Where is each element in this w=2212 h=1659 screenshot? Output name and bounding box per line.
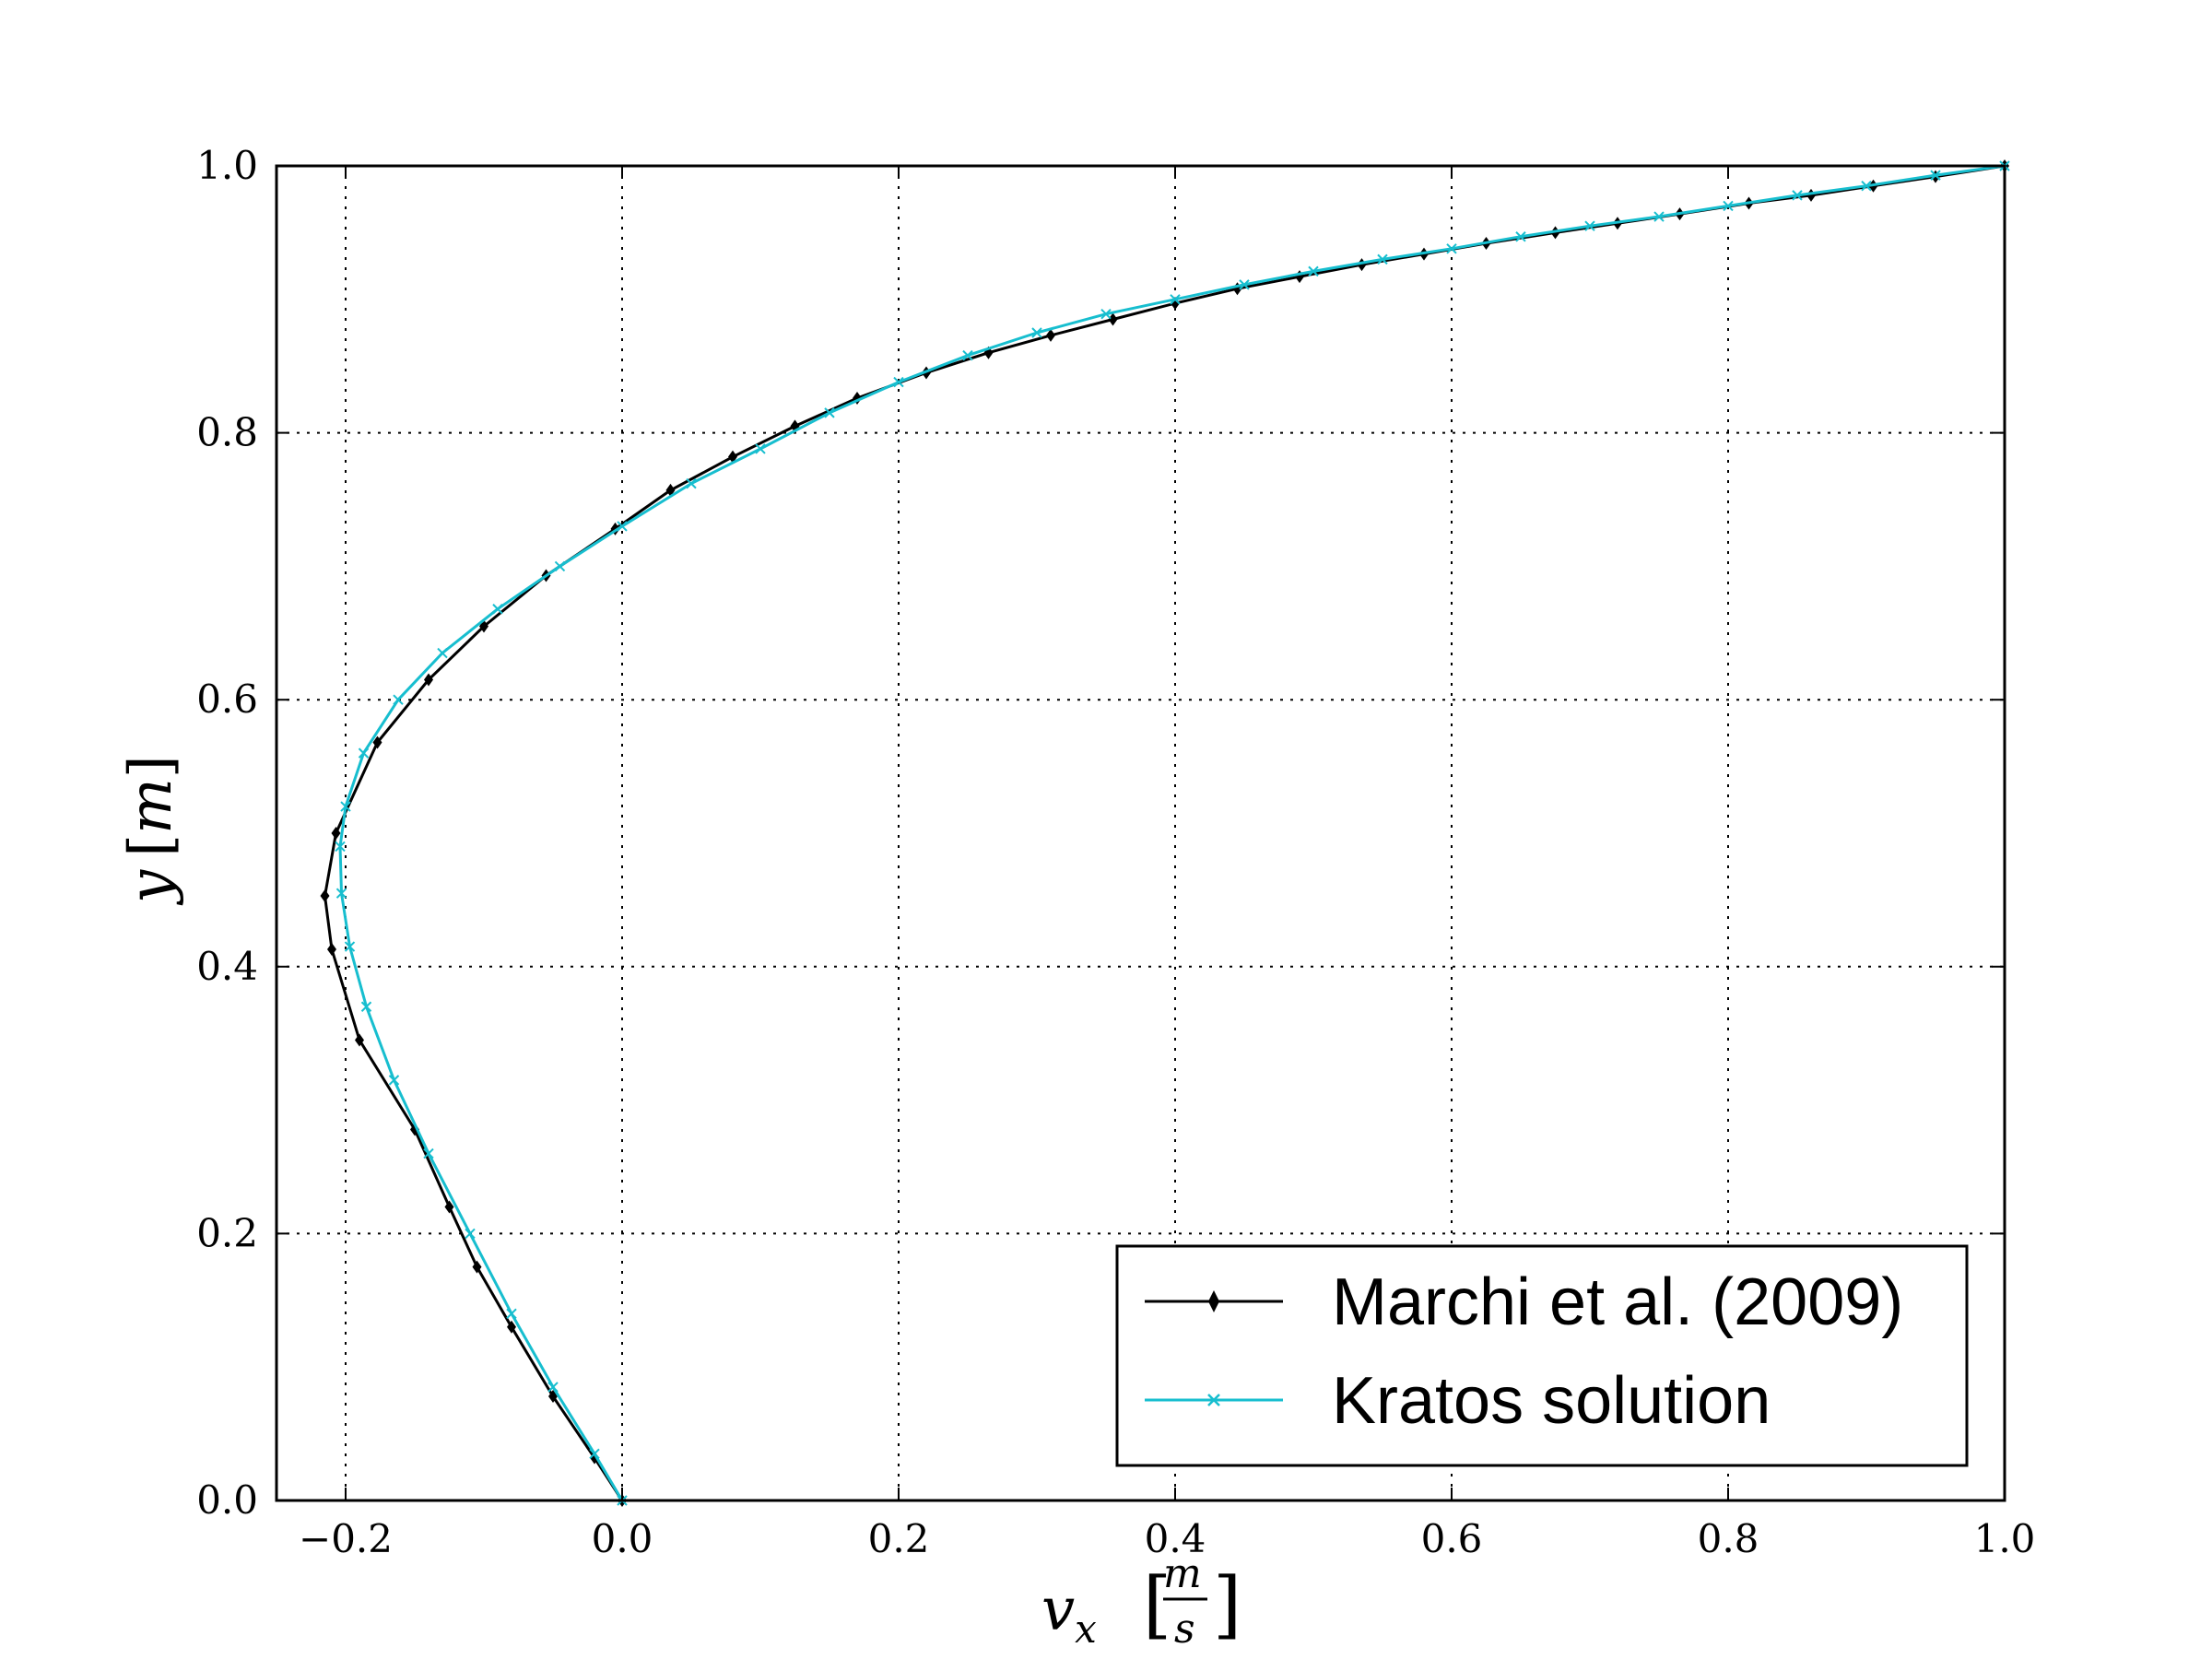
data-point <box>423 1147 434 1159</box>
data-point <box>437 647 448 659</box>
axis-ticks: −0.2 0.0 0.2 0.4 0.6 0.8 1.0 0.0 0.2 0.4 0.6 0.8 1.0 <box>196 143 2035 1561</box>
data-point <box>1446 243 1457 254</box>
data-point <box>340 801 351 812</box>
x-tick-label: 0.2 <box>868 1516 930 1561</box>
y-tick-label: 1.0 <box>196 143 258 188</box>
data-point <box>590 1451 599 1465</box>
data-point <box>444 1200 454 1214</box>
data-point <box>686 477 697 489</box>
y-axis-label: y [m] <box>117 755 185 906</box>
data-point <box>1584 220 1595 231</box>
data-point <box>554 560 566 572</box>
data-point <box>1861 181 1872 192</box>
legend-entry-kratos: Kratos solution <box>1145 1364 1771 1438</box>
data-point <box>1515 231 1526 242</box>
data-point <box>372 735 382 749</box>
x-axis-label-bracket-right: ] <box>1213 1561 1241 1647</box>
data-point <box>393 694 404 705</box>
data-point <box>344 941 356 952</box>
series-kratos <box>335 160 2010 1506</box>
x-tick-label: 1.0 <box>1974 1516 2036 1561</box>
data-point <box>388 1075 400 1086</box>
legend-entry-marchi: Marchi et al. (2009) <box>1145 1265 1903 1339</box>
data-point <box>1108 312 1118 326</box>
data-point <box>547 1382 559 1393</box>
legend: Marchi et al. (2009) Kratos solution <box>1115 1244 1969 1467</box>
y-tick-label: 0.4 <box>196 944 258 989</box>
data-point <box>962 349 973 361</box>
data-point <box>1170 294 1181 305</box>
data-point <box>335 841 346 853</box>
x-tick-label: 0.0 <box>592 1516 653 1561</box>
y-tick-label: 0.8 <box>196 410 258 455</box>
data-point <box>1100 309 1112 320</box>
series-layer <box>320 159 2010 1507</box>
legend-box <box>1115 1244 1969 1467</box>
x-axis-label-bracket-left: [ <box>1143 1561 1171 1647</box>
data-point <box>331 827 341 840</box>
data-point <box>507 1320 516 1334</box>
data-point <box>1239 279 1250 290</box>
svg-text:vx: vx <box>1041 1576 1097 1652</box>
data-point <box>1930 170 1941 181</box>
data-point <box>1723 200 1734 212</box>
y-tick-label: 0.2 <box>196 1210 258 1255</box>
x-axis-label-unit-den: s <box>1174 1606 1195 1653</box>
legend-label-marchi: Marchi et al. (2009) <box>1332 1265 1903 1339</box>
data-point <box>1308 265 1319 277</box>
data-point <box>589 1448 600 1460</box>
data-point <box>1792 190 1803 201</box>
data-point <box>506 1308 517 1319</box>
data-point <box>472 1260 482 1274</box>
data-point <box>1377 253 1388 265</box>
data-point <box>1806 188 1816 202</box>
legend-marker-marchi <box>1208 1290 1219 1312</box>
data-point <box>755 443 766 454</box>
data-point <box>492 604 503 615</box>
x-axis-label: vx [ m s ] <box>1041 1550 1241 1653</box>
y-tick-label: 0.0 <box>196 1477 258 1523</box>
data-point <box>335 888 347 899</box>
x-axis-label-sub: x <box>1075 1606 1097 1652</box>
legend-marker-kratos <box>1207 1394 1220 1406</box>
x-tick-label: 0.4 <box>1145 1516 1206 1561</box>
plot-frame <box>275 164 2006 1502</box>
data-point <box>355 1033 364 1047</box>
data-point <box>893 376 904 388</box>
x-axis-label-unit-num: m <box>1163 1550 1202 1597</box>
data-point <box>1046 328 1055 342</box>
data-point <box>320 889 330 903</box>
y-axis-label-bracket-right: ] <box>117 755 185 778</box>
y-axis-label-unit: m <box>117 778 185 834</box>
data-point <box>465 1228 476 1240</box>
x-tick-label: 0.6 <box>1421 1516 1483 1561</box>
data-point <box>327 942 336 956</box>
data-point <box>358 747 370 759</box>
x-axis-label-main: v <box>1041 1576 1075 1644</box>
y-axis-label-main: y <box>117 869 185 906</box>
y-tick-label: 0.6 <box>196 677 258 722</box>
y-axis-label-bracket-left: [ <box>117 834 185 857</box>
legend-label-kratos: Kratos solution <box>1332 1364 1771 1438</box>
x-tick-label: 0.8 <box>1698 1516 1759 1561</box>
x-tick-label: −0.2 <box>299 1516 393 1561</box>
data-point <box>617 521 628 532</box>
svg-text:y[m]: y [m] <box>117 755 185 906</box>
data-point <box>360 1001 372 1012</box>
series-line <box>338 164 2006 1501</box>
data-point <box>424 673 433 687</box>
data-point <box>1653 211 1665 222</box>
data-point <box>1031 327 1042 338</box>
data-point <box>824 407 835 418</box>
